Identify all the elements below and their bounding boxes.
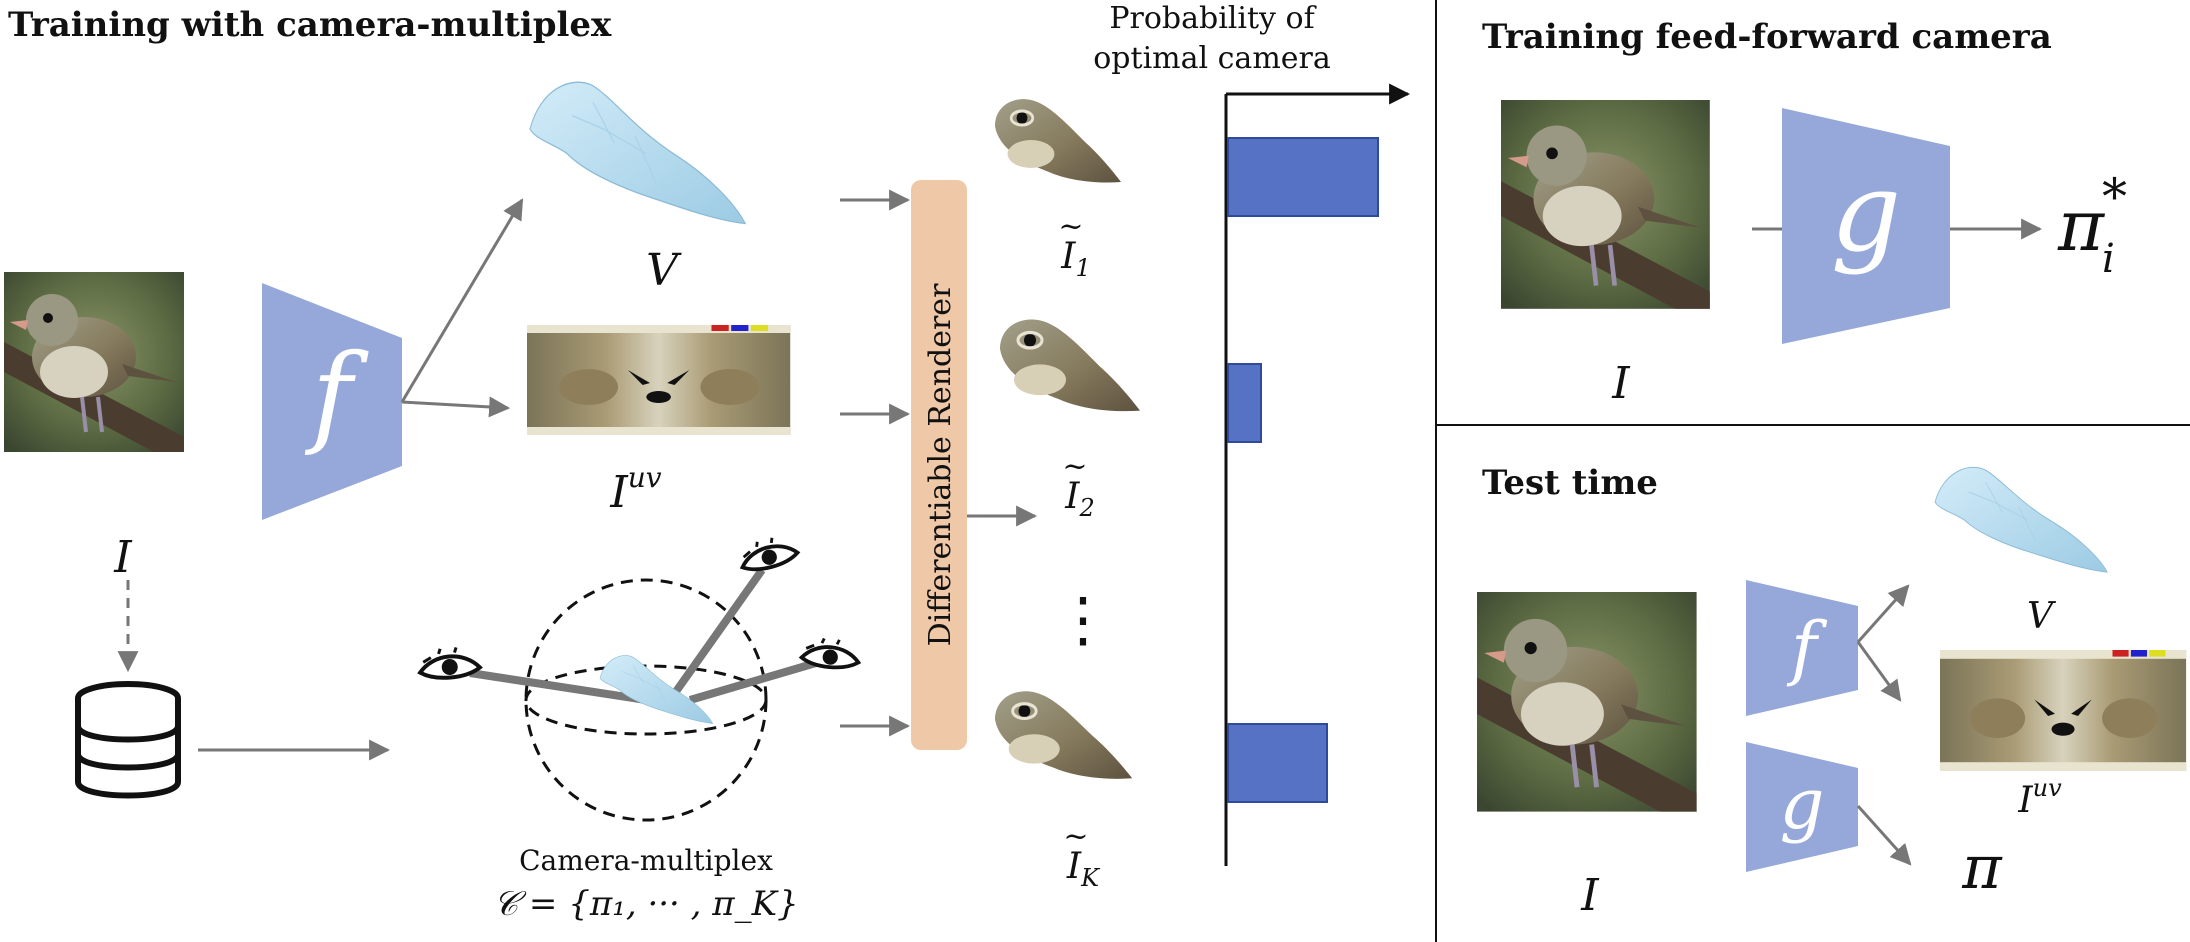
prob-bar-k <box>1227 723 1328 803</box>
render-ellipsis: ⋮ <box>1053 585 1113 655</box>
tr-input-bird-photo <box>1501 100 1710 309</box>
br-shape-mesh <box>1934 466 2108 573</box>
camera-multiplex-sphere <box>469 567 828 822</box>
br-network-f-block <box>1746 580 1858 716</box>
differentiable-renderer-block <box>911 180 967 750</box>
render-label-k: IK <box>1066 846 1101 892</box>
render-label-2: I2 <box>1064 476 1095 522</box>
br-camera-label: π <box>1961 833 2003 903</box>
encoder-f-block <box>262 283 402 520</box>
database-icon <box>75 681 181 799</box>
input-label: I <box>113 532 133 583</box>
multiplex-caption: Camera-multiplex <box>519 844 773 877</box>
shape-mesh-v <box>529 81 746 225</box>
rendered-bird-k <box>993 689 1134 781</box>
texture-label: Iuv <box>609 461 661 518</box>
tilde-mark: ~ <box>1058 209 1083 244</box>
arrow-f-to-shape <box>1856 584 1910 643</box>
shape-label: V <box>646 245 682 296</box>
camera-eye-icon <box>735 530 802 577</box>
bottom-right-title: Test time <box>1482 463 1658 503</box>
top-right-title: Training feed-forward camera <box>1482 17 2052 57</box>
arrow-f-to-texture <box>1856 641 1902 702</box>
network-g-label: g <box>1831 148 1901 276</box>
arrow-to-texture <box>401 396 511 418</box>
tr-output-label: πi* <box>2057 168 2127 282</box>
tr-input-label: I <box>1611 358 1631 409</box>
texture-map <box>527 325 791 435</box>
multiplex-formula: 𝒞 = {π₁, ··· , π_K} <box>493 884 798 924</box>
rendered-bird-2 <box>998 317 1142 413</box>
rendered-bird-1 <box>993 97 1123 185</box>
arrow-g-to-camera <box>1856 804 1912 866</box>
prob-axis-title-line1: Probability of <box>1109 1 1316 36</box>
prob-bar-2 <box>1227 363 1262 443</box>
renderer-label: Differentiable Renderer <box>923 283 958 646</box>
prob-axis-title-line2: optimal camera <box>1093 41 1331 76</box>
br-shape-label: V <box>2027 596 2057 637</box>
input-bird-photo <box>2 270 186 454</box>
br-texture-label: Iuv <box>2017 774 2062 821</box>
left-panel-title: Training with camera-multiplex <box>8 5 612 45</box>
network-g-block <box>1782 108 1950 344</box>
br-input-label: I <box>1580 870 1600 921</box>
tilde-mark: ~ <box>1062 449 1087 484</box>
br-network-g-block <box>1746 742 1858 872</box>
tilde-mark: ~ <box>1063 819 1088 854</box>
render-label-1: I1 <box>1060 236 1091 282</box>
br-texture-map <box>1940 650 2187 771</box>
arrow-to-shape <box>400 198 524 403</box>
br-input-bird-photo <box>1477 592 1697 812</box>
prob-bar-1 <box>1227 137 1379 217</box>
br-network-g-label: g <box>1780 763 1825 845</box>
